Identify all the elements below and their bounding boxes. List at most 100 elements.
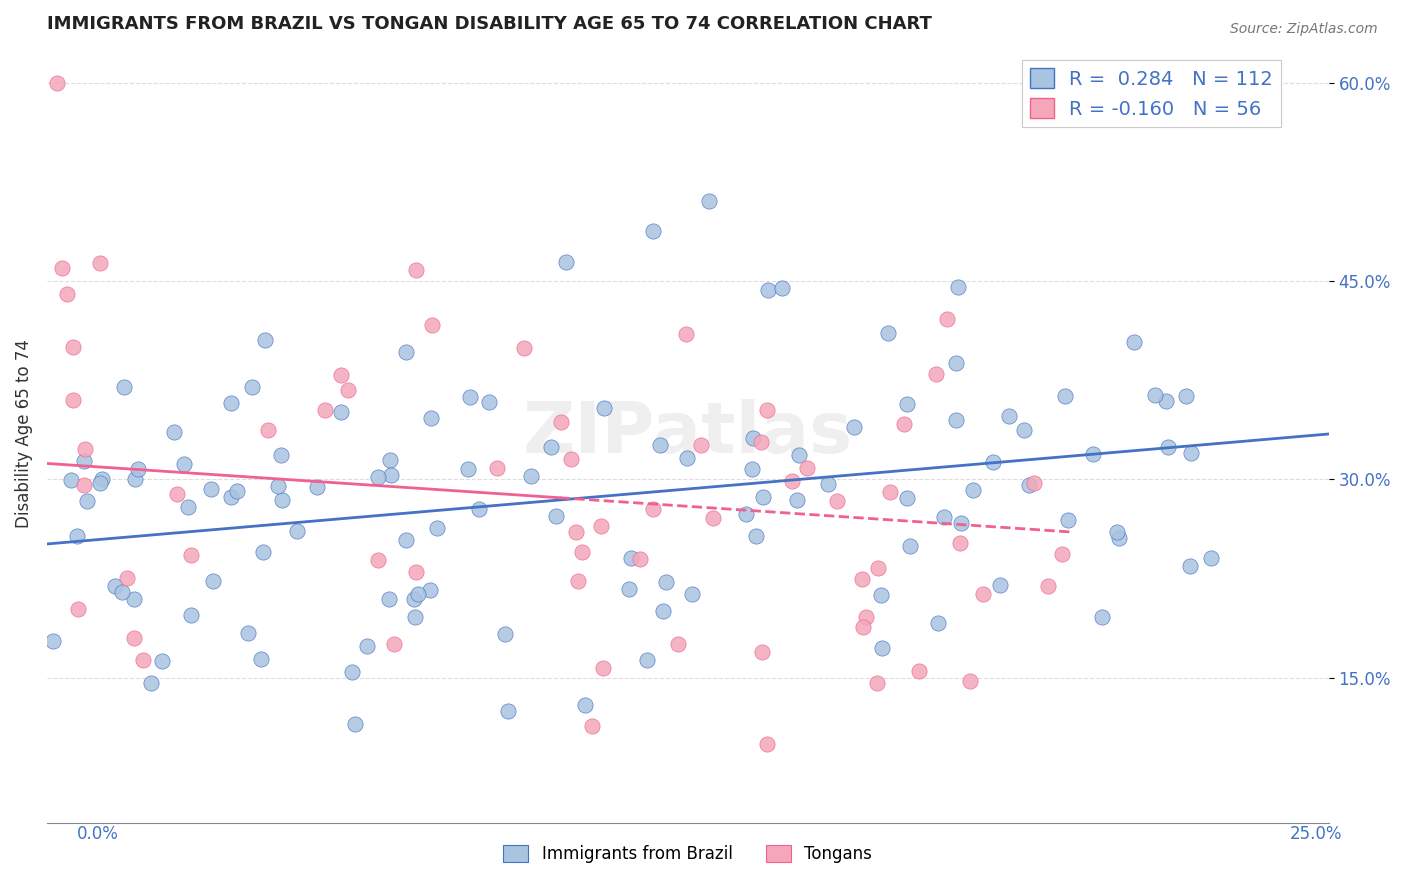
Point: [478, 395, 501, 409]
Point: [981, 455, 1004, 469]
Text: Source: ZipAtlas.com: Source: ZipAtlas.com: [1230, 22, 1378, 37]
Point: [817, 477, 839, 491]
Point: [1123, 335, 1146, 350]
Point: [925, 368, 948, 382]
Point: [457, 462, 479, 476]
Point: [104, 579, 127, 593]
Point: [163, 425, 186, 439]
Point: [949, 536, 972, 550]
Point: [641, 501, 664, 516]
Point: [896, 397, 918, 411]
Point: [959, 673, 981, 688]
Point: [62, 392, 84, 407]
Point: [962, 483, 984, 498]
Point: [314, 403, 336, 417]
Point: [655, 575, 678, 590]
Point: [619, 582, 641, 597]
Text: IMMIGRANTS FROM BRAZIL VS TONGAN DISABILITY AGE 65 TO 74 CORRELATION CHART: IMMIGRANTS FROM BRAZIL VS TONGAN DISABIL…: [46, 15, 932, 33]
Point: [404, 610, 426, 624]
Point: [1053, 389, 1076, 403]
Point: [202, 574, 225, 589]
Point: [219, 490, 242, 504]
Point: [75, 442, 97, 456]
Point: [267, 479, 290, 493]
Point: [675, 327, 697, 342]
Point: [73, 453, 96, 467]
Point: [180, 548, 202, 562]
Point: [972, 587, 994, 601]
Point: [111, 584, 134, 599]
Point: [336, 383, 359, 397]
Point: [825, 493, 848, 508]
Point: [628, 551, 651, 566]
Point: [756, 403, 779, 417]
Point: [927, 615, 949, 630]
Point: [513, 341, 536, 355]
Point: [73, 478, 96, 492]
Point: [1108, 531, 1130, 545]
Point: [329, 368, 352, 383]
Point: [124, 632, 146, 646]
Point: [592, 401, 614, 416]
Point: [796, 460, 818, 475]
Point: [650, 438, 672, 452]
Point: [870, 640, 893, 655]
Point: [950, 516, 973, 530]
Point: [866, 560, 889, 574]
Point: [1199, 551, 1222, 566]
Point: [56, 287, 79, 301]
Point: [343, 717, 366, 731]
Point: [90, 472, 112, 486]
Point: [1012, 423, 1035, 437]
Point: [173, 458, 195, 472]
Point: [1018, 478, 1040, 492]
Point: [1154, 394, 1177, 409]
Point: [741, 462, 763, 476]
Point: [426, 521, 449, 535]
Point: [567, 574, 589, 589]
Point: [866, 675, 889, 690]
Point: [382, 637, 405, 651]
Point: [1036, 579, 1059, 593]
Point: [419, 410, 441, 425]
Point: [702, 510, 724, 524]
Point: [329, 405, 352, 419]
Point: [780, 474, 803, 488]
Point: [1091, 609, 1114, 624]
Point: [555, 255, 578, 269]
Point: [127, 461, 149, 475]
Point: [591, 519, 613, 533]
Point: [869, 588, 891, 602]
Point: [946, 279, 969, 293]
Point: [46, 76, 69, 90]
Point: [468, 502, 491, 516]
Point: [180, 608, 202, 623]
Point: [988, 578, 1011, 592]
Point: [652, 604, 675, 618]
Point: [571, 544, 593, 558]
Point: [689, 438, 711, 452]
Point: [380, 468, 402, 483]
Point: [305, 479, 328, 493]
Point: [166, 487, 188, 501]
Point: [1174, 389, 1197, 403]
Point: [877, 326, 900, 340]
Point: [236, 626, 259, 640]
Point: [405, 263, 427, 277]
Point: [498, 704, 520, 718]
Point: [643, 223, 665, 237]
Point: [62, 340, 84, 354]
Point: [676, 450, 699, 465]
Point: [749, 434, 772, 449]
Point: [896, 491, 918, 505]
Point: [1143, 388, 1166, 402]
Point: [117, 571, 139, 585]
Point: [620, 550, 643, 565]
Point: [997, 409, 1019, 423]
Point: [842, 420, 865, 434]
Point: [89, 256, 111, 270]
Point: [851, 572, 873, 586]
Point: [681, 587, 703, 601]
Point: [124, 472, 146, 486]
Point: [395, 533, 418, 547]
